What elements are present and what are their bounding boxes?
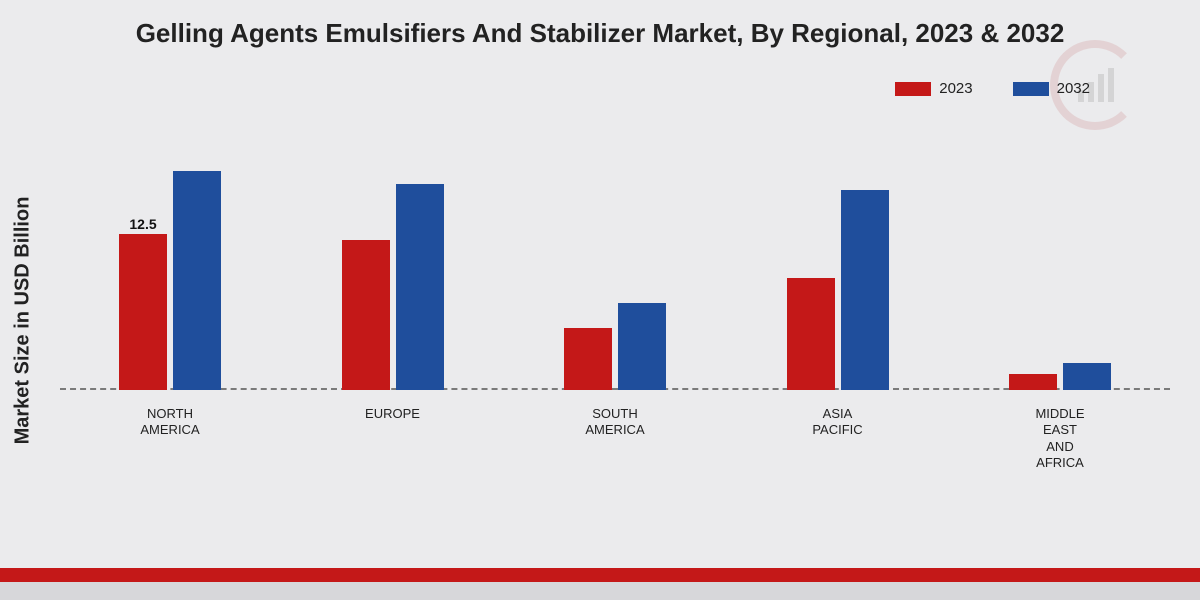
bars-pair: [564, 303, 666, 391]
legend: 2023 2032: [895, 80, 1090, 97]
legend-label-2023: 2023: [939, 80, 972, 97]
legend-item-2023: 2023: [895, 80, 972, 97]
bar: [396, 184, 444, 390]
bar: [787, 278, 835, 391]
legend-swatch-2032: [1013, 82, 1049, 96]
category-label: MIDDLE EAST AND AFRICA: [1035, 406, 1084, 471]
bar: [119, 234, 167, 390]
category-label: EUROPE: [365, 406, 420, 422]
footer-grey-bar: [0, 582, 1200, 600]
bar-value-label: 12.5: [129, 216, 156, 232]
bars-pair: [787, 190, 889, 390]
chart-title: Gelling Agents Emulsifiers And Stabilize…: [0, 18, 1200, 49]
legend-swatch-2023: [895, 82, 931, 96]
bar: [618, 303, 666, 391]
bar: [1009, 374, 1057, 390]
footer-accent-bar: [0, 568, 1200, 582]
bar-group: SOUTH AMERICA: [525, 120, 705, 460]
y-axis-label: Market Size in USD Billion: [12, 196, 35, 444]
category-label: SOUTH AMERICA: [585, 406, 644, 439]
bars-pair: [1009, 363, 1111, 391]
category-label: ASIA PACIFIC: [812, 406, 862, 439]
bars-pair: [342, 184, 444, 390]
legend-label-2032: 2032: [1057, 80, 1090, 97]
y-axis-label-wrap: Market Size in USD Billion: [8, 130, 38, 510]
bar: [342, 240, 390, 390]
bar: [173, 171, 221, 390]
bar-group: 12.5 NORTH AMERICA: [80, 120, 260, 460]
legend-item-2032: 2032: [1013, 80, 1090, 97]
category-label: NORTH AMERICA: [140, 406, 199, 439]
bar-group: MIDDLE EAST AND AFRICA: [970, 120, 1150, 460]
bar: [841, 190, 889, 390]
bar-group: ASIA PACIFIC: [748, 120, 928, 460]
bar-groups: 12.5 NORTH AMERICA EUROPE SOUTH AMERICA ASIA…: [80, 120, 1150, 460]
bar: [564, 328, 612, 391]
plot-area: 12.5 NORTH AMERICA EUROPE SOUTH AMERICA ASIA…: [60, 120, 1170, 460]
bars-pair: 12.5: [119, 171, 221, 390]
bar: [1063, 363, 1111, 391]
bar-group: EUROPE: [303, 120, 483, 460]
